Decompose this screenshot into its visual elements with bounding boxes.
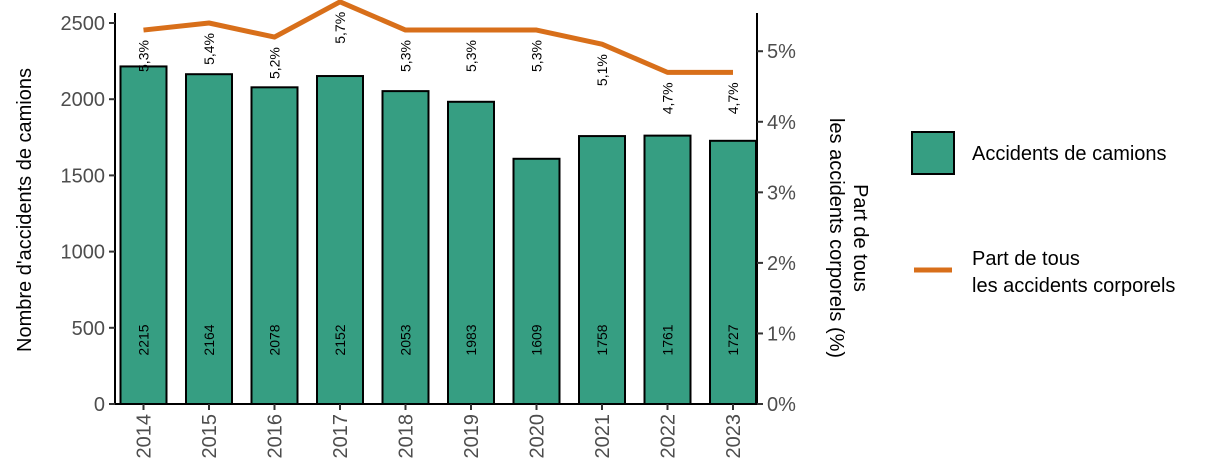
bars — [119, 65, 757, 406]
share-value-label: 5,3% — [463, 40, 479, 72]
x-axis-tick-label: 2015 — [199, 414, 221, 459]
share-value-label: 5,3% — [529, 40, 545, 72]
bar-2019 — [447, 100, 495, 405]
right-axis-tick-label: 1% — [767, 323, 796, 345]
bar-value-label: 1983 — [463, 324, 479, 355]
bar-value-label: 1761 — [660, 324, 676, 355]
bar-2017 — [316, 75, 364, 406]
bar-2023 — [709, 139, 757, 405]
share-line — [143, 0, 733, 75]
bar-value-label: 2053 — [398, 324, 414, 355]
bar-value-label: 1609 — [529, 324, 545, 355]
bar-2015 — [185, 73, 233, 406]
legend-bar-label: Accidents de camions — [972, 143, 1167, 165]
bar-value-label: 1758 — [594, 324, 610, 355]
left-axis-tick-label: 1000 — [61, 242, 106, 264]
left-axis-tick-label: 0 — [94, 394, 105, 416]
legend-line-label-1: Part de tous — [972, 248, 1080, 270]
left-axis-tick-label: 500 — [72, 318, 105, 340]
bar-value-label: 1727 — [725, 324, 741, 355]
x-axis-tick-label: 2017 — [330, 414, 352, 459]
share-value-label: 5,3% — [398, 40, 414, 72]
bar-value-label: 2215 — [136, 324, 152, 355]
left-axis-tick-label: 2500 — [61, 13, 106, 35]
x-axis-tick-label: 2021 — [592, 414, 614, 459]
bar-2018 — [381, 90, 430, 405]
bar-2020 — [512, 157, 561, 405]
left-axis-tick-label: 2000 — [61, 89, 106, 111]
x-axis-tick-label: 2022 — [658, 414, 680, 459]
bar-value-label: 2164 — [201, 324, 217, 355]
left-y-axis: 0 500 1000 1500 2000 2500 — [61, 13, 116, 416]
right-axis-title-line-2: les accidents corporels (%) — [825, 118, 847, 358]
x-axis-tick-label: 2023 — [723, 414, 745, 459]
right-axis-title-line-1: Part de tous — [849, 184, 871, 292]
share-value-label: 5,4% — [201, 33, 217, 65]
x-axis-tick-label: 2020 — [527, 414, 549, 459]
share-value-label: 5,3% — [136, 40, 152, 72]
share-value-label: 5,1% — [594, 54, 610, 86]
x-axis-tick-label: 2018 — [396, 414, 418, 459]
right-axis-tick-label: 4% — [767, 112, 796, 134]
right-axis-title: Part de tous les accidents corporels (%) — [825, 118, 871, 358]
right-axis-tick-label: 2% — [767, 253, 796, 275]
share-line-path — [143, 0, 733, 75]
bar-value-labels: 2215 2164 2078 2152 2053 1983 1609 1758 1761 1727 — [136, 324, 742, 355]
legend-line-label-2: les accidents corporels — [972, 275, 1175, 297]
bar-value-label: 2152 — [332, 324, 348, 355]
left-axis-title: Nombre d'accidents de camions — [14, 68, 36, 352]
right-axis-tick-label: 0% — [767, 394, 796, 416]
right-axis-tick-label: 5% — [767, 41, 796, 63]
bar-value-label: 2078 — [267, 324, 283, 355]
bar-2021 — [578, 135, 626, 405]
left-axis-tick-label: 1500 — [61, 165, 106, 187]
right-axis-tick-label: 3% — [767, 182, 796, 204]
share-value-label: 4,7% — [660, 82, 676, 114]
share-value-label: 4,7% — [725, 82, 741, 114]
share-value-labels: 5,3% 5,4% 5,2% 5,7% 5,3% 5,3% 5,3% 5,1% 4,7% 4,7% — [136, 12, 742, 114]
legend: Accidents de camions Part de tous les ac… — [911, 131, 1175, 297]
bar-2022 — [643, 134, 692, 405]
x-axis: 2014 2015 2016 2017 2018 2019 2020 2021 2022 2023 — [115, 403, 757, 459]
share-value-label: 5,2% — [267, 47, 283, 79]
x-axis-tick-label: 2014 — [134, 414, 156, 459]
x-axis-tick-label: 2019 — [461, 414, 483, 459]
share-value-label: 5,7% — [332, 12, 348, 44]
legend-bar-key — [911, 131, 955, 175]
bar-2014 — [119, 65, 168, 406]
right-y-axis: 0% 1% 2% 3% 4% 5% — [756, 13, 796, 416]
x-axis-tick-label: 2016 — [265, 414, 287, 459]
